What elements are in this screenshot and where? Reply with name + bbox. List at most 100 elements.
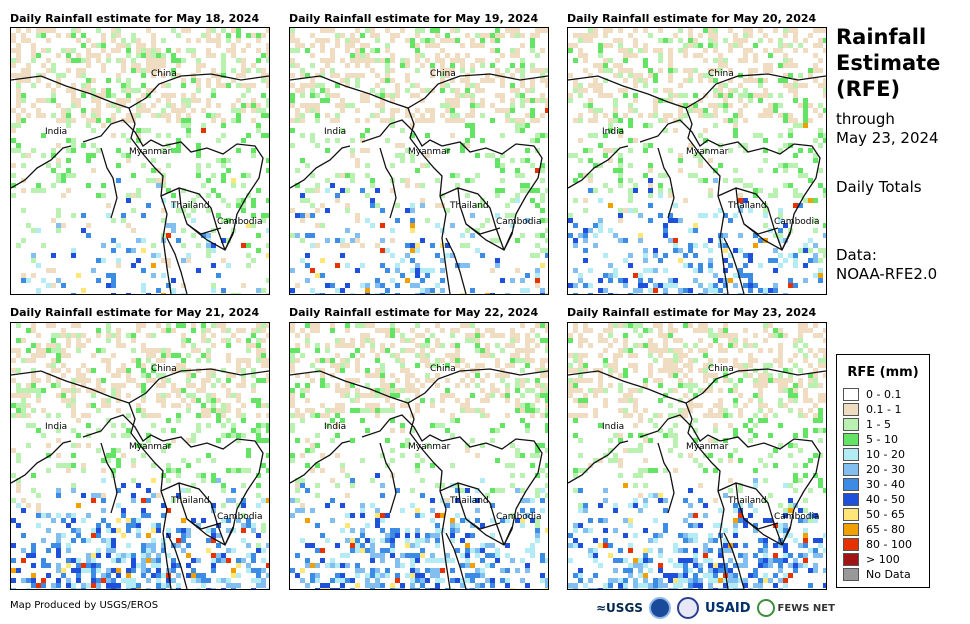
legend-label: 40 - 50 — [866, 492, 905, 506]
legend-item: 80 - 100 — [843, 537, 912, 551]
legend-label: No Data — [866, 567, 911, 581]
legend-item: 10 - 20 — [843, 447, 905, 461]
rainfall-grid: China India Myanmar Thailand Cambodia — [290, 28, 548, 294]
border-line — [11, 145, 72, 189]
rainfall-map-4: China India Myanmar Thailand Cambodia — [10, 322, 270, 590]
border-line — [407, 107, 451, 294]
place-label-india: India — [45, 127, 67, 137]
border-line — [465, 518, 513, 546]
partner-logos: ≈USGS USAID FEWS NET — [596, 597, 835, 619]
legend-label: 50 - 65 — [866, 507, 905, 521]
legend-title: RFE (mm) — [847, 365, 919, 380]
legend-swatch — [843, 462, 859, 476]
legend-item: 30 - 40 — [843, 477, 905, 491]
legend-item: 20 - 30 — [843, 462, 905, 476]
legend-swatch — [843, 477, 859, 491]
rainfall-grid: China India Myanmar Thailand Cambodia — [11, 28, 269, 294]
legend-swatch — [843, 552, 859, 566]
legend-item: 65 - 80 — [843, 522, 905, 536]
border-line — [685, 107, 729, 294]
border-line — [407, 402, 451, 589]
legend-swatch — [843, 417, 859, 431]
place-label-myanmar: Myanmar — [129, 442, 172, 452]
legend-swatch — [843, 402, 859, 416]
legend-swatch — [843, 507, 859, 521]
border-line — [568, 145, 629, 189]
border-line — [128, 402, 172, 589]
usgs-logo: ≈USGS — [596, 601, 643, 615]
daily-totals-label: Daily Totals — [836, 178, 922, 196]
border-line — [100, 442, 118, 514]
border-line — [439, 482, 505, 546]
border-line — [162, 436, 264, 546]
legend-label: 0 - 0.1 — [866, 387, 902, 401]
legend-item: 5 - 10 — [843, 432, 898, 446]
side-title-line2: Estimate — [836, 51, 941, 75]
border-line — [290, 440, 351, 484]
border-line — [445, 237, 467, 294]
border-line — [379, 442, 397, 514]
legend-swatch — [843, 447, 859, 461]
side-title: Rainfall Estimate (RFE) — [836, 24, 940, 102]
rainfall-grid: China India Myanmar Thailand Cambodia — [290, 323, 548, 589]
rainfall-map-2: China India Myanmar Thailand Cambodia — [289, 27, 549, 295]
border-line — [290, 73, 548, 109]
panel-title-5: Daily Rainfall estimate for May 22, 2024 — [289, 306, 539, 319]
place-label-india: India — [602, 422, 624, 432]
legend-label: 20 - 30 — [866, 462, 905, 476]
rainfall-grid: China India Myanmar Thailand Cambodia — [568, 28, 826, 294]
border-line — [100, 147, 118, 219]
legend-label: 65 - 80 — [866, 522, 905, 536]
place-label-china: China — [430, 364, 456, 374]
place-label-thailand: Thailand — [727, 496, 767, 506]
border-line — [657, 442, 675, 514]
border-line — [717, 187, 783, 251]
data-label: Data: — [836, 246, 877, 264]
legend-label: 0.1 - 1 — [866, 402, 902, 416]
border-line — [568, 368, 826, 404]
place-label-thailand: Thailand — [170, 496, 210, 506]
place-label-thailand: Thailand — [727, 201, 767, 211]
map-credit: Map Produced by USGS/EROS — [10, 600, 159, 611]
place-label-myanmar: Myanmar — [129, 147, 172, 157]
place-label-cambodia: Cambodia — [774, 217, 820, 227]
border-line — [723, 237, 745, 294]
border-line — [639, 119, 721, 147]
legend-label: 10 - 20 — [866, 447, 905, 461]
border-line — [719, 141, 821, 251]
border-line — [290, 368, 548, 404]
rainfall-map-6: China India Myanmar Thailand Cambodia — [567, 322, 827, 590]
border-line — [11, 368, 269, 404]
place-label-india: India — [324, 422, 346, 432]
border-line — [441, 436, 543, 546]
legend-label: > 100 — [866, 552, 900, 566]
place-label-china: China — [151, 69, 177, 79]
place-label-thailand: Thailand — [170, 201, 210, 211]
place-label-thailand: Thailand — [449, 201, 489, 211]
legend-swatch — [843, 432, 859, 446]
legend-item: 50 - 65 — [843, 507, 905, 521]
place-label-cambodia: Cambodia — [496, 217, 542, 227]
place-label-india: India — [45, 422, 67, 432]
place-label-cambodia: Cambodia — [217, 512, 263, 522]
border-line — [11, 440, 72, 484]
panel-title-4: Daily Rainfall estimate for May 21, 2024 — [10, 306, 260, 319]
panel-title-6: Daily Rainfall estimate for May 23, 2024 — [567, 306, 817, 319]
border-line — [465, 223, 513, 251]
border-line — [128, 107, 172, 294]
border-line — [186, 223, 234, 251]
border-line — [657, 147, 675, 219]
border-line — [719, 436, 821, 546]
rainfall-map-5: China India Myanmar Thailand Cambodia — [289, 322, 549, 590]
border-line — [743, 518, 791, 546]
place-label-myanmar: Myanmar — [408, 147, 451, 157]
panel-title-2: Daily Rainfall estimate for May 19, 2024 — [289, 12, 539, 25]
legend-item: > 100 — [843, 552, 900, 566]
legend-swatch — [843, 567, 859, 581]
place-label-cambodia: Cambodia — [217, 217, 263, 227]
side-title-line1: Rainfall — [836, 25, 927, 49]
border-line — [568, 73, 826, 109]
border-line — [685, 402, 729, 589]
place-label-china: China — [151, 364, 177, 374]
border-line — [162, 141, 264, 251]
